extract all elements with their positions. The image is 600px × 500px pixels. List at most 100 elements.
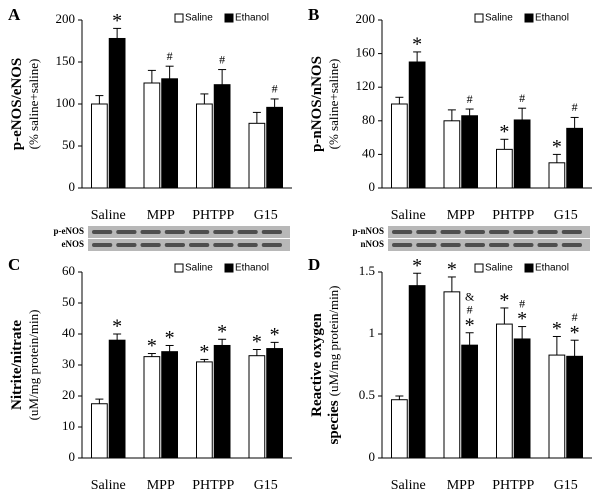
bar — [566, 127, 583, 189]
bar — [143, 82, 161, 189]
y-tick-label: 150 — [56, 53, 76, 68]
x-tick-label: Saline — [91, 478, 126, 493]
legend-swatch — [224, 263, 234, 273]
significance-mark: * — [517, 308, 527, 330]
y-tick-label: 1 — [369, 325, 376, 340]
bar — [213, 84, 231, 189]
x-tick-label: Saline — [391, 478, 426, 493]
bar — [266, 348, 283, 459]
blot-band — [140, 230, 161, 234]
legend-label: Saline — [185, 13, 213, 24]
y-tick-label: 0 — [69, 179, 76, 194]
x-tick-label: MPP — [147, 208, 175, 223]
y-tick-label: 200 — [56, 11, 76, 26]
significance-mark: * — [199, 341, 209, 363]
blot-band — [513, 243, 534, 247]
x-tick-label: PHTPP — [492, 478, 534, 493]
bar — [548, 162, 566, 189]
y-tick-label: 160 — [356, 45, 376, 60]
blot-label: eNOS — [62, 239, 85, 249]
bar — [461, 115, 478, 189]
x-tick-label: MPP — [447, 478, 475, 493]
bar — [108, 37, 126, 189]
panel-letter: A — [8, 5, 21, 24]
significance-mark: * — [217, 321, 227, 343]
blot-band — [440, 230, 461, 234]
significance-mark: * — [499, 121, 509, 143]
significance-mark: * — [412, 255, 422, 277]
bar — [266, 106, 283, 189]
bar — [513, 338, 531, 459]
blot-band — [561, 243, 582, 247]
legend-label: Saline — [485, 263, 513, 274]
blot-band — [237, 243, 258, 247]
significance-mark: # — [167, 49, 173, 63]
blot-band — [416, 243, 437, 247]
blot-band — [92, 230, 113, 234]
blot-band — [189, 243, 210, 247]
bar — [108, 339, 126, 459]
significance-mark: # — [467, 303, 473, 317]
legend-label: Saline — [485, 13, 513, 24]
bar — [91, 103, 108, 189]
bar — [408, 285, 426, 459]
significance-mark: * — [412, 34, 422, 56]
y-axis-sublabel: (uM/mg protein/min) — [26, 310, 41, 421]
panel-letter: D — [308, 255, 320, 274]
blot-band — [392, 230, 413, 234]
legend-label: Ethanol — [235, 13, 269, 24]
bar — [196, 103, 213, 189]
significance-mark: # — [272, 82, 278, 96]
blot-band — [489, 243, 510, 247]
blot-band — [416, 230, 437, 234]
y-axis-label-line: p-nNOS/nNOS — [309, 56, 325, 152]
blot-label: nNOS — [360, 239, 384, 249]
legend-swatch — [174, 263, 184, 273]
y-axis-label: p-nNOS/nNOS — [309, 56, 325, 152]
blot-band — [164, 230, 185, 234]
bar — [391, 103, 408, 189]
y-tick-label: 1.5 — [359, 263, 375, 278]
y-axis-sublabel: (% saline+saline) — [326, 59, 341, 150]
y-tick-label: 100 — [56, 95, 76, 110]
x-tick-label: MPP — [447, 208, 475, 223]
bar — [566, 355, 583, 459]
blot-band — [464, 230, 485, 234]
significance-mark: * — [165, 327, 175, 349]
y-axis-label-line: Nitrite/nitrate — [9, 320, 25, 410]
significance-mark: # — [572, 310, 578, 324]
legend-swatch — [174, 13, 184, 23]
y-axis-label: Nitrite/nitrate — [9, 320, 25, 410]
significance-mark: * — [112, 316, 122, 338]
y-axis-sublabel: (% saline+saline) — [26, 59, 41, 150]
legend-swatch — [224, 13, 234, 23]
bar — [248, 355, 266, 459]
significance-mark: * — [465, 314, 475, 336]
y-tick-label: 40 — [62, 325, 75, 340]
blot-band — [140, 243, 161, 247]
x-tick-label: PHTPP — [192, 208, 234, 223]
panel-letter: C — [8, 255, 20, 274]
significance-mark: * — [112, 10, 122, 32]
bar — [161, 78, 178, 189]
y-tick-label: 0 — [369, 449, 376, 464]
x-tick-label: G15 — [254, 478, 278, 493]
legend-label: Ethanol — [535, 263, 569, 274]
bar — [461, 344, 478, 459]
significance-mark: * — [147, 335, 157, 357]
blot-band — [464, 243, 485, 247]
significance-mark: * — [552, 318, 562, 340]
x-tick-label: MPP — [147, 478, 175, 493]
panel-letter: B — [308, 5, 319, 24]
bar — [443, 120, 461, 189]
x-tick-label: PHTPP — [192, 478, 234, 493]
blot-band — [537, 243, 558, 247]
y-tick-label: 20 — [62, 387, 75, 402]
y-tick-label: 0 — [69, 449, 76, 464]
significance-mark: # — [219, 52, 225, 66]
bar — [391, 399, 408, 459]
significance-mark: * — [499, 290, 509, 312]
y-axis-label: p-eNOS/eNOS — [9, 58, 25, 151]
bar — [548, 354, 566, 459]
